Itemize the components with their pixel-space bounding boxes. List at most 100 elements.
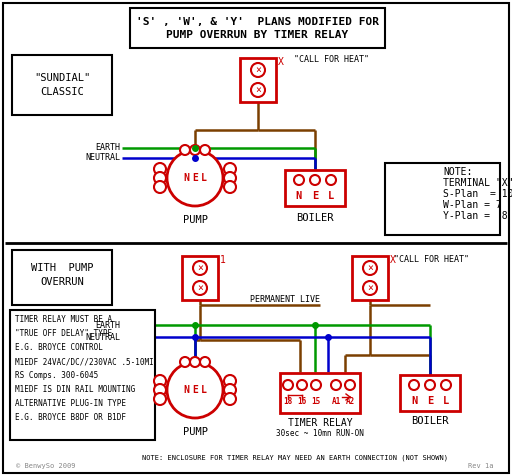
Text: X: X bbox=[390, 255, 396, 265]
Bar bbox=[285, 170, 345, 206]
Text: S-Plan  = 10: S-Plan = 10 bbox=[443, 189, 512, 199]
Text: L: L bbox=[201, 173, 207, 183]
Text: A2: A2 bbox=[346, 397, 355, 407]
Text: ALTERNATIVE PLUG-IN TYPE: ALTERNATIVE PLUG-IN TYPE bbox=[15, 399, 126, 408]
Circle shape bbox=[190, 145, 200, 155]
Bar bbox=[12, 55, 112, 115]
Circle shape bbox=[363, 261, 377, 275]
Text: "TRUE OFF DELAY" TYPE: "TRUE OFF DELAY" TYPE bbox=[15, 329, 112, 338]
Circle shape bbox=[363, 281, 377, 295]
Bar bbox=[400, 375, 460, 411]
Circle shape bbox=[193, 281, 207, 295]
Text: E.G. BROYCE B8DF OR B1DF: E.G. BROYCE B8DF OR B1DF bbox=[15, 414, 126, 423]
Circle shape bbox=[224, 393, 236, 405]
Circle shape bbox=[425, 380, 435, 390]
Text: BOILER: BOILER bbox=[296, 213, 334, 223]
Circle shape bbox=[180, 357, 190, 367]
Text: N: N bbox=[183, 173, 189, 183]
Circle shape bbox=[180, 145, 190, 155]
Circle shape bbox=[326, 175, 336, 185]
Bar bbox=[182, 256, 218, 300]
Text: E: E bbox=[192, 173, 198, 183]
Text: CLASSIC: CLASSIC bbox=[40, 87, 84, 97]
Text: N: N bbox=[296, 191, 302, 201]
Circle shape bbox=[251, 83, 265, 97]
Circle shape bbox=[224, 375, 236, 387]
Text: ×: × bbox=[197, 263, 203, 273]
Circle shape bbox=[251, 63, 265, 77]
Circle shape bbox=[190, 357, 200, 367]
Text: "CALL FOR HEAT": "CALL FOR HEAT" bbox=[294, 56, 369, 65]
Text: X: X bbox=[278, 57, 284, 67]
Text: 1: 1 bbox=[220, 255, 226, 265]
Circle shape bbox=[345, 380, 355, 390]
Text: © BenwySo 2009: © BenwySo 2009 bbox=[16, 463, 75, 469]
Circle shape bbox=[200, 145, 210, 155]
Text: PUMP: PUMP bbox=[182, 215, 207, 225]
Circle shape bbox=[224, 384, 236, 396]
Text: TIMER RELAY: TIMER RELAY bbox=[288, 418, 352, 428]
Text: PUMP OVERRUN BY TIMER RELAY: PUMP OVERRUN BY TIMER RELAY bbox=[166, 30, 348, 40]
Bar bbox=[385, 163, 500, 235]
Text: EARTH: EARTH bbox=[95, 143, 120, 152]
Text: Rev 1a: Rev 1a bbox=[468, 463, 494, 469]
Text: 30sec ~ 10mn RUN-ON: 30sec ~ 10mn RUN-ON bbox=[276, 428, 364, 437]
Bar bbox=[352, 256, 388, 300]
Text: NOTE: ENCLOSURE FOR TIMER RELAY MAY NEED AN EARTH CONNECTION (NOT SHOWN): NOTE: ENCLOSURE FOR TIMER RELAY MAY NEED… bbox=[142, 455, 448, 461]
Text: Y-Plan =  8: Y-Plan = 8 bbox=[443, 211, 507, 221]
Text: M1EDF 24VAC/DC//230VAC .5-10MI: M1EDF 24VAC/DC//230VAC .5-10MI bbox=[15, 357, 154, 367]
Circle shape bbox=[297, 380, 307, 390]
Bar bbox=[130, 8, 385, 48]
Text: ×: × bbox=[197, 283, 203, 293]
Circle shape bbox=[154, 163, 166, 175]
Text: L: L bbox=[443, 396, 449, 406]
Text: PUMP: PUMP bbox=[182, 427, 207, 437]
Circle shape bbox=[310, 175, 320, 185]
Circle shape bbox=[154, 172, 166, 184]
Circle shape bbox=[331, 380, 341, 390]
Text: ×: × bbox=[367, 283, 373, 293]
Text: 16: 16 bbox=[297, 397, 307, 407]
Text: TIMER RELAY MUST BE A: TIMER RELAY MUST BE A bbox=[15, 316, 112, 325]
Text: OVERRUN: OVERRUN bbox=[40, 277, 84, 287]
Text: L: L bbox=[328, 191, 334, 201]
Circle shape bbox=[224, 172, 236, 184]
Text: E: E bbox=[427, 396, 433, 406]
Text: ×: × bbox=[255, 65, 261, 75]
Text: TERMINAL "X": TERMINAL "X" bbox=[443, 178, 512, 188]
Text: RS Comps. 300-6045: RS Comps. 300-6045 bbox=[15, 371, 98, 380]
Circle shape bbox=[154, 181, 166, 193]
Bar bbox=[280, 373, 360, 413]
Text: 15: 15 bbox=[311, 397, 321, 407]
Bar bbox=[12, 250, 112, 305]
Circle shape bbox=[409, 380, 419, 390]
Text: NEUTRAL: NEUTRAL bbox=[85, 153, 120, 162]
Circle shape bbox=[311, 380, 321, 390]
Text: EARTH: EARTH bbox=[95, 320, 120, 329]
Circle shape bbox=[167, 150, 223, 206]
Text: E: E bbox=[312, 191, 318, 201]
Text: ×: × bbox=[255, 85, 261, 95]
Text: L: L bbox=[201, 385, 207, 395]
Circle shape bbox=[154, 375, 166, 387]
Bar bbox=[240, 58, 276, 102]
Text: M1EDF IS DIN RAIL MOUNTING: M1EDF IS DIN RAIL MOUNTING bbox=[15, 386, 135, 395]
Circle shape bbox=[224, 163, 236, 175]
Text: ×: × bbox=[367, 263, 373, 273]
Circle shape bbox=[283, 380, 293, 390]
Text: BOILER: BOILER bbox=[411, 416, 449, 426]
Text: A1: A1 bbox=[331, 397, 340, 407]
Circle shape bbox=[224, 181, 236, 193]
Text: W-Plan = 7: W-Plan = 7 bbox=[443, 200, 502, 210]
Text: "CALL FOR HEAT": "CALL FOR HEAT" bbox=[394, 256, 469, 265]
Text: 18: 18 bbox=[283, 397, 293, 407]
Circle shape bbox=[193, 261, 207, 275]
Circle shape bbox=[200, 357, 210, 367]
Text: PERMANENT LIVE: PERMANENT LIVE bbox=[250, 296, 320, 305]
Circle shape bbox=[441, 380, 451, 390]
Circle shape bbox=[167, 362, 223, 418]
Text: NEUTRAL: NEUTRAL bbox=[85, 333, 120, 341]
Text: N: N bbox=[411, 396, 417, 406]
Circle shape bbox=[294, 175, 304, 185]
Text: E.G. BROYCE CONTROL: E.G. BROYCE CONTROL bbox=[15, 344, 103, 353]
